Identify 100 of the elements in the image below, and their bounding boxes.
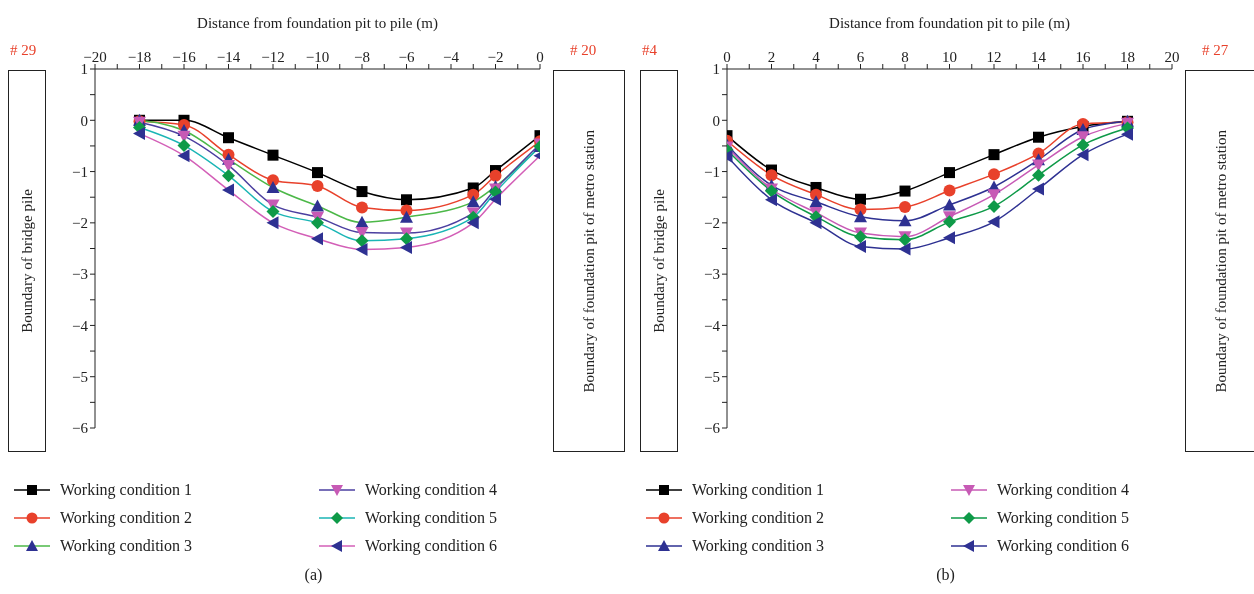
point: [355, 243, 368, 257]
point: [311, 179, 324, 192]
point: [765, 169, 778, 182]
point: [765, 193, 777, 207]
point: [266, 205, 280, 219]
point: [400, 240, 412, 254]
text: # 20: [570, 42, 597, 59]
point: [1076, 138, 1090, 152]
point: [899, 185, 911, 197]
text: #4: [642, 42, 657, 59]
legend-label: Working condition 1: [692, 481, 825, 499]
text: Boundary of bridge pile: [18, 189, 36, 333]
x-axis-title: Distance from foundation pit to pile (m): [829, 14, 1070, 32]
point: [266, 216, 279, 230]
text: Boundary of foundation pit of metro station: [1212, 129, 1230, 393]
point: [311, 216, 324, 230]
legend-label: Working condition 6: [365, 537, 498, 555]
x-tick-label: −10: [305, 49, 330, 65]
point: [944, 167, 955, 179]
point: [854, 239, 866, 253]
point: [898, 214, 912, 227]
point: [312, 167, 323, 179]
x-tick-label: −16: [172, 49, 197, 65]
point: [855, 193, 866, 205]
point: [943, 231, 955, 245]
point: [223, 132, 234, 144]
x-tick-label: 4: [812, 49, 821, 65]
legend-label: Working condition 6: [997, 537, 1130, 555]
x-tick-label: 10: [942, 49, 957, 65]
text: Boundary of bridge pile: [650, 189, 668, 333]
legend-label: Working condition 3: [692, 537, 825, 555]
point: [356, 201, 368, 214]
y-tick-label: 1: [712, 61, 720, 78]
x-tick-label: 8: [901, 49, 909, 65]
point: [987, 199, 1001, 213]
legend-label: Working condition 2: [60, 509, 193, 527]
point: [898, 242, 911, 256]
y-tick-label: −5: [704, 369, 720, 386]
y-tick-label: −1: [72, 163, 88, 180]
y-tick-label: 0: [80, 112, 88, 129]
point: [222, 159, 235, 172]
x-tick-label: 16: [1075, 49, 1091, 65]
point: [1121, 127, 1133, 141]
legend-label: Working condition 3: [60, 537, 193, 555]
x-tick-label: −12: [261, 49, 285, 65]
point: [177, 149, 190, 163]
legend-label: Working condition 4: [997, 481, 1130, 499]
point: [177, 138, 191, 152]
point: [133, 127, 145, 141]
point: [222, 169, 235, 183]
text: Boundary of foundation pit of metro station: [580, 129, 598, 393]
x-tick-label: −6: [398, 49, 415, 65]
point: [987, 189, 1001, 202]
point: [987, 215, 1000, 229]
x-tick-label: 0: [723, 49, 731, 65]
x-tick-label: −8: [354, 49, 370, 65]
y-tick-label: −1: [704, 163, 720, 180]
point: [311, 232, 323, 246]
point: [401, 194, 412, 206]
point: [222, 183, 234, 197]
point: [854, 210, 867, 223]
point: [988, 168, 1000, 181]
y-tick-label: −3: [72, 266, 88, 283]
point: [266, 180, 280, 193]
y-tick-label: −5: [72, 369, 88, 386]
legend-label: Working condition 1: [60, 481, 193, 499]
point: [311, 199, 324, 212]
x-tick-label: 6: [856, 49, 865, 65]
point: [943, 184, 956, 197]
point: [267, 149, 279, 161]
point: [809, 195, 823, 208]
x-tick-label: 2: [767, 49, 776, 65]
point: [854, 230, 867, 244]
point: [943, 198, 956, 211]
x-tick-label: −2: [487, 49, 504, 65]
y-tick-label: 0: [712, 112, 720, 129]
y-tick-label: −4: [72, 317, 89, 334]
point: [899, 200, 911, 213]
point: [809, 216, 822, 230]
point: [355, 234, 369, 248]
point: [489, 169, 502, 182]
y-tick-label: −3: [704, 266, 720, 283]
point: [400, 210, 413, 223]
y-tick-label: −6: [72, 420, 89, 437]
x-tick-label: −14: [216, 49, 241, 65]
legend-label: Working condition 2: [692, 509, 825, 527]
point: [400, 232, 413, 246]
point: [356, 186, 368, 198]
y-tick-label: −6: [704, 420, 721, 437]
legend-label: Working condition 4: [365, 481, 498, 499]
text: # 27: [1202, 42, 1229, 59]
x-tick-label: 18: [1120, 49, 1135, 65]
text: (a): [303, 566, 324, 584]
y-tick-label: −4: [704, 317, 721, 334]
point: [1033, 131, 1044, 143]
x-axis-title: Distance from foundation pit to pile (m): [197, 14, 438, 32]
x-tick-label: 14: [1031, 49, 1047, 65]
x-tick-label: −4: [443, 49, 460, 65]
point: [943, 215, 956, 229]
text: # 29: [10, 42, 37, 59]
